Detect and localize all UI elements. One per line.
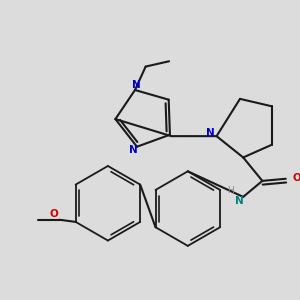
Text: N: N xyxy=(206,128,214,138)
Text: H: H xyxy=(227,186,234,195)
Text: N: N xyxy=(235,196,243,206)
Text: N: N xyxy=(129,145,138,155)
Text: O: O xyxy=(292,173,300,183)
Text: O: O xyxy=(50,209,59,219)
Text: N: N xyxy=(132,80,140,90)
